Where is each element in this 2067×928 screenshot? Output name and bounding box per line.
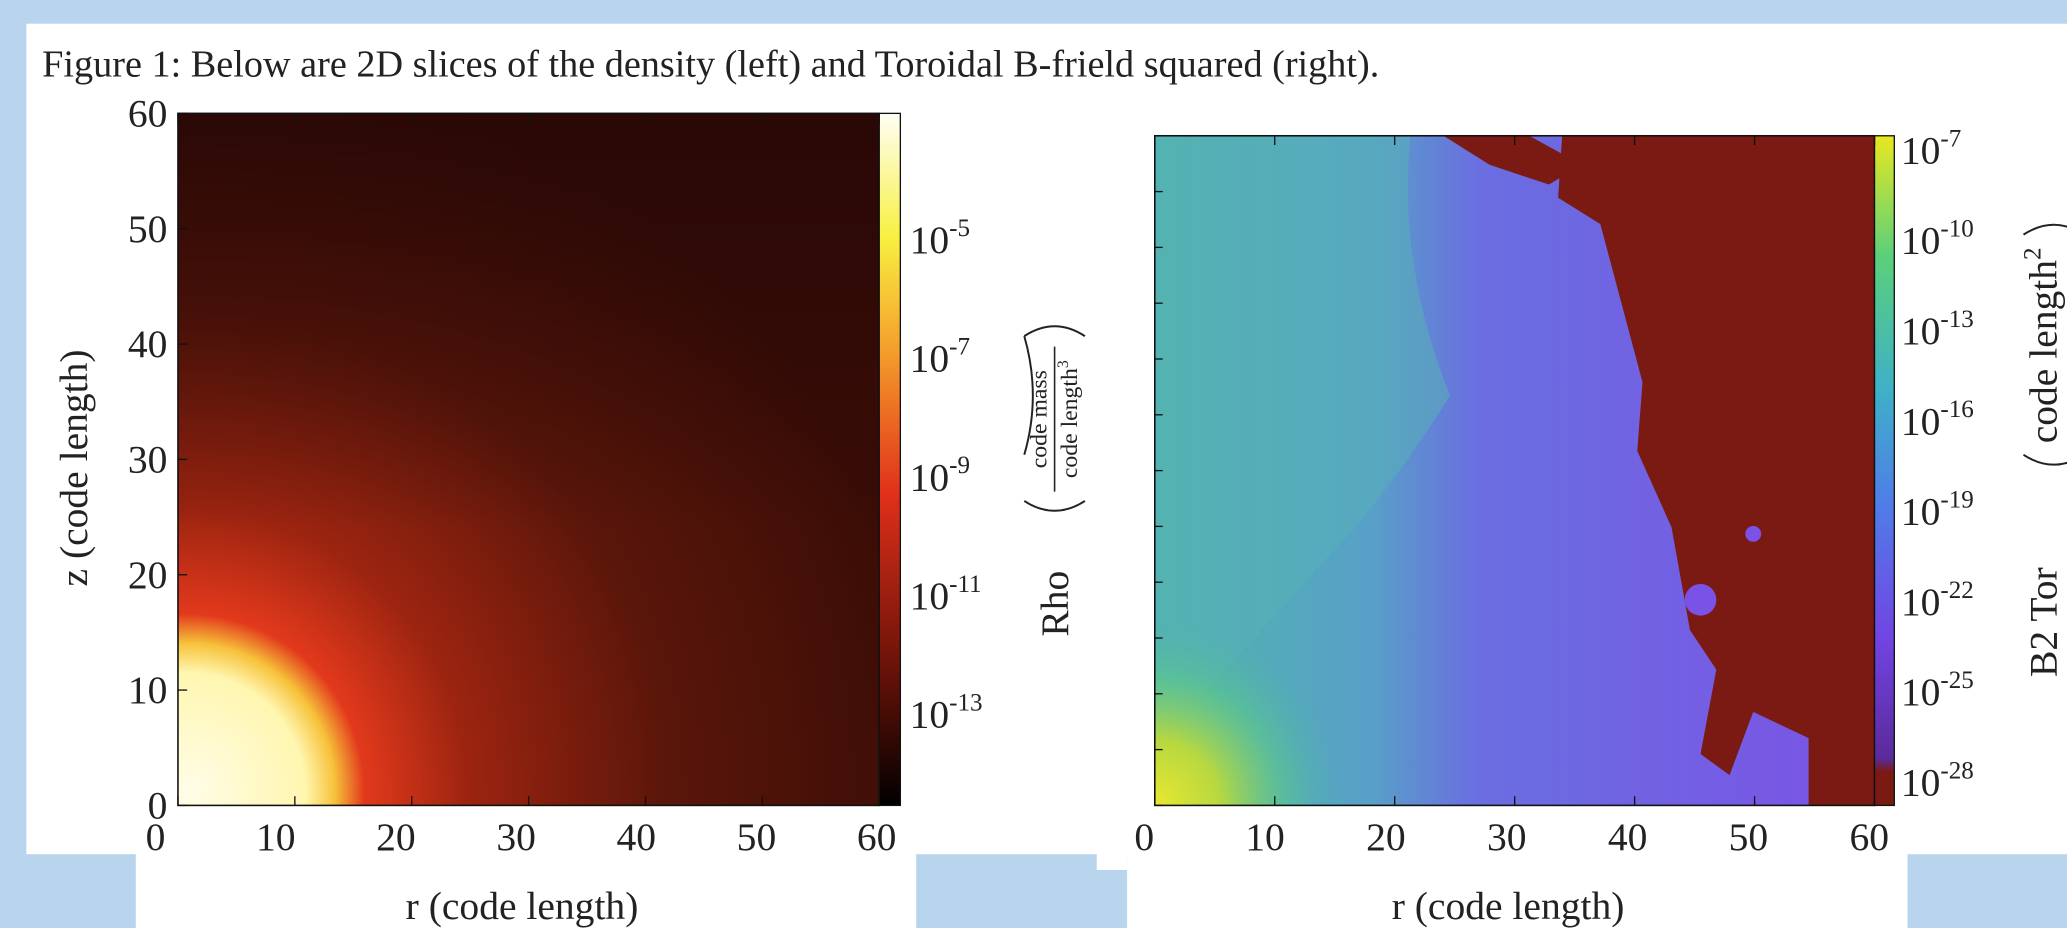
colorbar-tick-label: 10-19 [1901,487,1974,534]
unit-denominator-base: code length [1057,368,1083,478]
x-axis-label: r (code length) [1392,884,1625,928]
x-tick-label: 20 [1366,815,1406,859]
colorbar-tick-base: 10 [1901,219,1941,263]
colorbar-tick-base: 10 [910,218,950,262]
colorbar-tick-exponent: -13 [949,690,982,717]
panel-strip [1096,843,1128,870]
colorbar-tick-label: 10-11 [910,571,982,618]
colorbar [878,112,902,807]
unit-denominator: code length3 [1055,360,1083,478]
colorbar-tick-base: 10 [910,455,950,499]
colorbar-tick-label: 10-5 [910,215,970,262]
unit-parens [1023,223,2067,512]
y-tick-label: 30 [128,438,168,482]
colorbar-tick-base: 10 [1901,761,1941,805]
colorbar-tick-label: 10-25 [1901,667,1974,714]
colorbar-tick-base: 10 [910,574,950,618]
colorbar-tick-label: 10-7 [1901,125,1961,172]
unit-denominator-exponent: 3 [1055,360,1072,368]
colorbar-tick-base: 10 [1901,670,1941,714]
x-tick-label: 0 [146,815,166,859]
x-tick-label: 60 [857,815,897,859]
colorbar-tick-exponent: -5 [949,215,970,242]
colorbar-tick-exponent: -7 [1940,125,1961,152]
colorbar-tick-label: 10-10 [1901,216,1974,263]
y-tick-label: 10 [128,668,168,712]
colorbar-tick-label: 10-28 [1901,757,1974,804]
y-tick-label: 40 [128,322,168,366]
colorbar [1873,135,1895,807]
y-tick-label: 0 [148,784,168,828]
y-tick-label: 60 [128,92,168,136]
colorbar-tick-exponent: -9 [949,452,970,479]
y-tick-label: 50 [128,207,168,251]
colorbar-tick-base: 10 [1901,128,1941,172]
x-tick-label: 30 [496,815,536,859]
x-tick-label: 20 [376,815,416,859]
unit-numerator: code mass [1027,370,1053,468]
colorbar-label: Rho code mass code length3 [1027,346,1083,637]
x-tick-label: 60 [1849,815,1889,859]
colorbar-tick-label: 10-13 [910,690,983,737]
colorbar-tick-base: 10 [1901,309,1941,353]
colorbar-title: B2 Tor [2021,567,2065,677]
colorbar-tick-label: 10-13 [1901,306,1974,353]
y-tick-label: 20 [128,553,168,597]
colorbar-tick-base: 10 [910,693,950,737]
colorbar-tick-exponent: -16 [1940,396,1973,423]
colorbar-tick-exponent: -10 [1940,216,1973,243]
x-tick-label: 10 [1245,815,1285,859]
x-tick-label: 50 [1729,815,1769,859]
y-axis-label: z (code length) [52,349,96,586]
colorbar-tick-exponent: -13 [1940,306,1973,333]
colorbar-tick-exponent: -28 [1940,757,1973,784]
unit-exponent: 2 [2020,247,2047,260]
x-tick-label: 0 [1134,815,1154,859]
colorbar-tick-exponent: -11 [949,571,981,598]
colorbar-tick-label: 10-22 [1901,577,1974,624]
colorbar-tick-base: 10 [910,337,950,381]
colorbar-tick-base: 10 [1901,580,1941,624]
x-tick-label: 40 [1608,815,1648,859]
colorbar-tick-label: 10-9 [910,452,970,499]
labels: 0 10 20 30 40 50 60r (code length)605040302010… [52,92,2065,928]
colorbar-tick-base: 10 [1901,399,1941,443]
x-tick-label: 10 [256,815,296,859]
colorbar-title: Rho [1033,571,1077,637]
colorbar-tick-exponent: -25 [1940,667,1973,694]
colorbar-tick-label: 10-7 [910,334,970,381]
slide-title: Figure 1: Below are 2D slices of the den… [42,43,1379,85]
x-tick-label: 40 [617,815,657,859]
colorbar-tick-exponent: -7 [949,334,970,361]
colorbar-label: B2 Tor code length2 [2020,247,2066,677]
panel-strip [1127,843,1908,928]
panel-strip [135,843,917,928]
colorbar-tick-exponent: -22 [1940,577,1973,604]
colorbar-tick-label: 10-16 [1901,396,1974,443]
unit-base: code length [2021,260,2065,444]
x-tick-label: 50 [737,815,777,859]
unit: code length2 [2020,247,2066,443]
b-field-heatmap [1153,134,1876,807]
x-tick-label: 30 [1487,815,1527,859]
colorbar-tick-base: 10 [1901,490,1941,534]
density-heatmap [177,112,881,807]
x-axis-label: r (code length) [406,884,639,928]
colorbar-tick-exponent: -19 [1940,487,1973,514]
